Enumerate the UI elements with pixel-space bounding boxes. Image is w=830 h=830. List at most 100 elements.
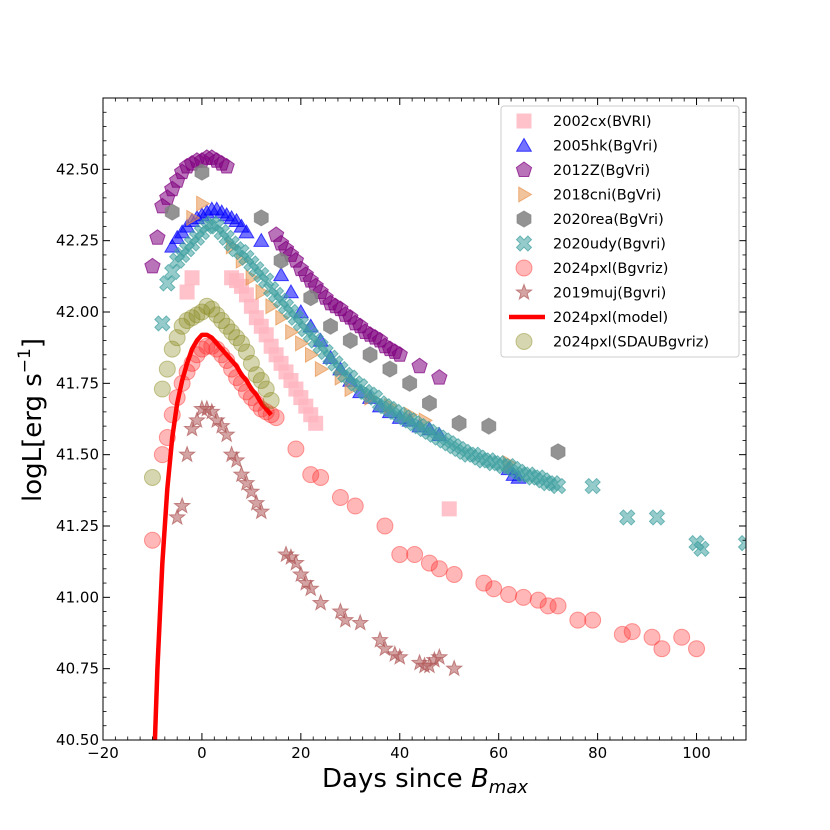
- data-point: [178, 445, 197, 463]
- data-point: [402, 374, 418, 392]
- data-point: [237, 473, 256, 491]
- data-point: [422, 394, 437, 412]
- legend-marker: [515, 333, 533, 350]
- legend-item: 2024pxl(Bgvriz): [515, 259, 668, 277]
- x-tick-label: 40: [390, 744, 409, 762]
- data-point: [331, 602, 350, 620]
- data-point: [247, 366, 265, 384]
- legend-marker: [514, 283, 534, 301]
- legend-label: 2005hk(BgVri): [553, 139, 658, 155]
- legend-marker: [516, 210, 532, 228]
- data-point: [500, 585, 518, 603]
- data-point: [183, 419, 202, 437]
- data-point: [584, 611, 602, 629]
- data-point: [198, 297, 216, 315]
- data-point: [187, 410, 206, 429]
- data-point: [173, 496, 192, 514]
- y-axis-title: logL[erg s−1]: [15, 338, 48, 502]
- legend-label: 2012Z(BgVri): [553, 163, 650, 179]
- legend-box: [500, 105, 740, 358]
- legend-marker: [516, 113, 532, 129]
- legend-item: 2020rea(BgVri): [516, 210, 664, 228]
- data-point: [212, 416, 231, 434]
- data-point: [193, 303, 211, 321]
- data-point: [164, 263, 181, 281]
- data-point: [323, 317, 338, 335]
- x-tick-label: 60: [489, 744, 508, 762]
- data-point: [232, 465, 251, 483]
- data-point: [179, 284, 195, 300]
- data-point: [420, 554, 438, 572]
- legend-label: 2019muj(Bgvri): [553, 286, 666, 302]
- data-point: [382, 360, 398, 378]
- data-point: [376, 517, 394, 535]
- data-point: [311, 593, 330, 611]
- x-axis-title-b: B: [471, 764, 489, 794]
- data-point: [304, 346, 320, 364]
- data-point: [406, 546, 424, 564]
- y-tick-label: 40.75: [56, 660, 99, 678]
- data-point: [619, 509, 636, 526]
- data-point: [673, 628, 691, 646]
- data-point: [342, 331, 358, 350]
- data-point: [242, 482, 261, 500]
- data-point: [362, 346, 378, 364]
- data-point: [253, 232, 270, 247]
- data-point: [144, 257, 161, 274]
- data-point: [370, 630, 389, 648]
- legend-marker: [518, 186, 533, 203]
- series-5: [154, 215, 746, 558]
- legend-item: 2020udy(Bgvri): [515, 235, 666, 253]
- data-point: [196, 195, 211, 212]
- y-tick-label: 41.00: [56, 588, 99, 606]
- model-line: [152, 332, 273, 740]
- data-point: [272, 266, 290, 282]
- data-point: [203, 300, 221, 318]
- legend-marker: [515, 259, 533, 277]
- data-point: [285, 323, 300, 341]
- data-point: [168, 507, 187, 526]
- data-point: [208, 306, 226, 324]
- data-point: [569, 611, 587, 629]
- data-point: [202, 402, 221, 420]
- data-point: [194, 163, 210, 181]
- data-point: [653, 640, 671, 658]
- data-point: [485, 580, 503, 598]
- data-point: [164, 203, 180, 221]
- y-axis-title-sup: −1: [15, 348, 35, 373]
- data-point: [188, 306, 206, 324]
- x-axis-title-sub: max: [489, 777, 529, 798]
- data-point: [411, 357, 428, 374]
- data-point: [643, 628, 661, 646]
- data-point: [252, 371, 270, 389]
- data-point: [648, 509, 666, 526]
- data-point: [258, 327, 274, 343]
- data-point: [183, 309, 201, 327]
- data-point: [247, 493, 266, 511]
- data-point: [431, 369, 448, 385]
- data-point: [186, 209, 201, 227]
- data-point: [238, 287, 254, 303]
- data-point: [351, 613, 370, 631]
- y-axis-title-close: ]: [18, 338, 48, 348]
- series-6: [143, 337, 706, 658]
- data-point: [737, 534, 746, 552]
- y-tick-label: 41.50: [56, 446, 99, 464]
- y-tick-label: 42.50: [56, 160, 99, 178]
- x-tick-label: 20: [291, 744, 310, 762]
- data-point: [228, 329, 246, 347]
- legend-item: 2018cni(BgVri): [518, 186, 661, 204]
- data-point: [331, 488, 349, 506]
- x-tick-label: 0: [197, 744, 207, 762]
- data-point: [173, 317, 191, 335]
- data-point: [445, 566, 463, 584]
- data-point: [159, 275, 176, 292]
- data-point: [198, 337, 216, 355]
- legend-item: 2002cx(BVRI): [516, 113, 652, 130]
- legend-marker: [515, 235, 533, 252]
- data-point: [282, 284, 300, 299]
- data-point: [232, 334, 250, 352]
- legend-label: 2018cni(BgVri): [553, 188, 661, 204]
- data-point: [295, 335, 310, 352]
